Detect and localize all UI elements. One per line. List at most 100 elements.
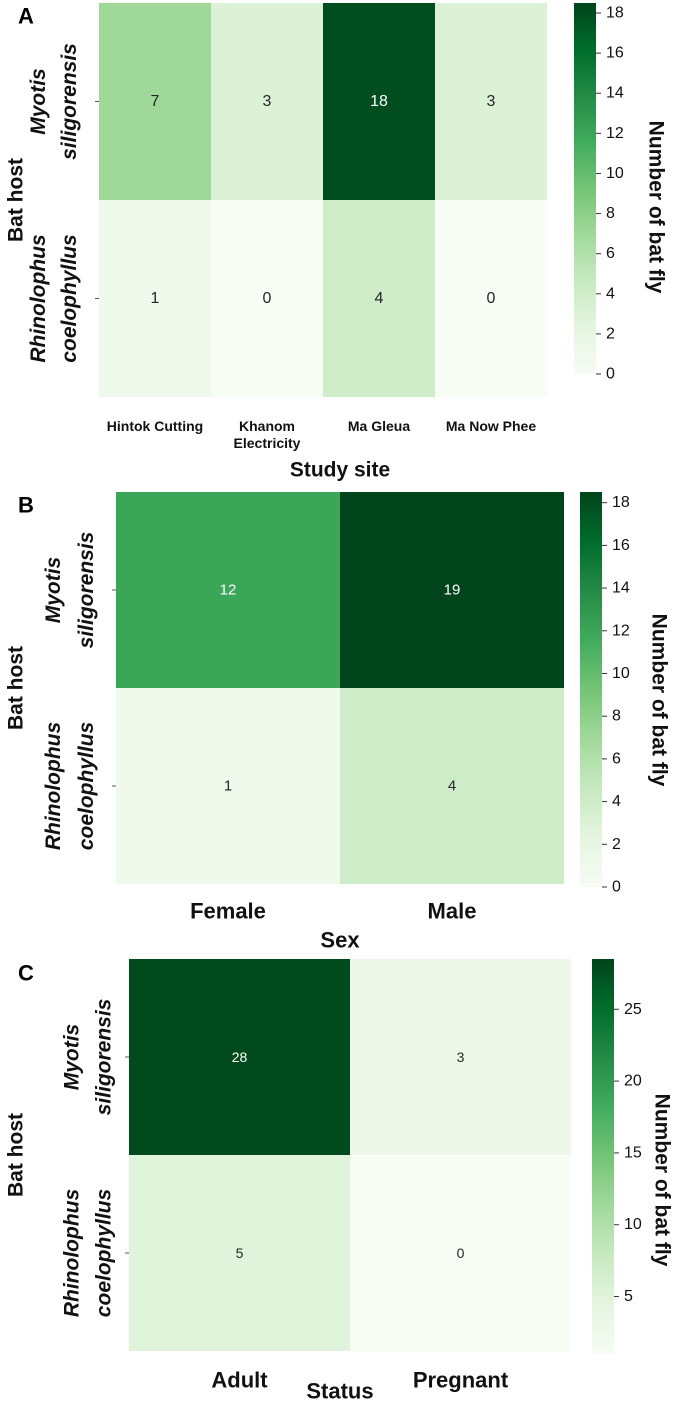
panel-letter: C xyxy=(18,961,34,986)
colorbar-tick-label: 4 xyxy=(606,285,615,302)
colorbar-tick-label: 6 xyxy=(606,245,615,262)
column-label: Adult xyxy=(211,1368,268,1393)
colorbar-tick-label: 16 xyxy=(606,45,624,62)
column-label-line: Female xyxy=(190,899,266,924)
row-label-line: Rhinolophus xyxy=(27,234,50,362)
cell-value-label: 12 xyxy=(220,582,237,599)
heatmap-cell xyxy=(340,688,564,884)
colorbar xyxy=(574,3,596,374)
cell-value-label: 0 xyxy=(457,1245,465,1261)
cell-value-label: 3 xyxy=(263,93,272,110)
cell-value-label: 1 xyxy=(151,290,160,307)
heatmap-cell xyxy=(323,200,435,397)
colorbar-tick-label: 18 xyxy=(612,494,630,511)
cell-value-label: 4 xyxy=(448,778,456,795)
colorbar-tick-label: 2 xyxy=(612,836,621,853)
colorbar xyxy=(592,959,614,1354)
row-label: Rhinolophus coelophyllus xyxy=(42,722,98,850)
row-label: Myotis siligorensis xyxy=(27,43,81,160)
x-axis-title: Status xyxy=(306,1379,373,1401)
row-label-line: Myotis xyxy=(27,68,50,135)
row-label-line: siligorensis xyxy=(58,43,81,160)
colorbar-tick-label: 16 xyxy=(612,537,630,554)
column-label-line: Ma Now Phee xyxy=(446,418,536,434)
row-label: Myotis siligorensis xyxy=(61,999,116,1116)
column-label: Male xyxy=(428,899,477,924)
colorbar-tick-label: 10 xyxy=(624,1216,642,1233)
cell-value-label: 7 xyxy=(151,93,160,110)
row-label-line: coelophyllus xyxy=(58,234,81,362)
cell-value-label: 1 xyxy=(224,778,232,795)
row-label-line: Rhinolophus xyxy=(42,722,65,850)
row-label: Rhinolophus coelophyllus xyxy=(27,234,81,362)
heatmap-cell xyxy=(350,959,571,1155)
colorbar-tick-label: 2 xyxy=(606,325,615,342)
column-label-line: Khanom xyxy=(239,418,295,434)
heatmap-cell xyxy=(116,492,340,688)
column-label: Pregnant xyxy=(413,1368,509,1393)
column-label: Hintok Cutting xyxy=(107,418,203,434)
heatmap-cell xyxy=(129,1155,350,1351)
cell-value-label: 0 xyxy=(487,290,496,307)
colorbar-title: Number of bat fly xyxy=(645,121,668,294)
colorbar-tick-label: 5 xyxy=(624,1288,633,1305)
panel-letter: A xyxy=(18,4,34,29)
cell-value-label: 5 xyxy=(236,1245,244,1261)
row-label: Rhinolophus coelophyllus xyxy=(61,1189,116,1317)
heatmap-cell xyxy=(116,688,340,884)
row-label-line: Myotis xyxy=(42,557,65,624)
row-label-line: coelophyllus xyxy=(75,722,98,850)
colorbar-tick-label: 10 xyxy=(612,665,630,682)
row-axis-label: Bat host xyxy=(5,158,28,242)
cell-value-label: 3 xyxy=(457,1049,465,1065)
heatmap-cell xyxy=(435,3,547,200)
panel-letter: B xyxy=(18,493,34,518)
colorbar-tick-label: 0 xyxy=(612,879,621,896)
heatmap-cell xyxy=(99,200,211,397)
heatmap-cell xyxy=(129,959,350,1155)
colorbar-tick-label: 6 xyxy=(612,750,621,767)
column-label-line: Pregnant xyxy=(413,1368,509,1393)
row-label: Myotis siligorensis xyxy=(42,532,98,649)
colorbar-tick-label: 0 xyxy=(606,366,615,383)
cell-value-label: 0 xyxy=(263,290,272,307)
row-axis-label: Bat host xyxy=(5,1113,28,1197)
column-label-line: Electricity xyxy=(234,435,301,451)
cell-value-label: 4 xyxy=(375,290,384,307)
row-label-line: coelophyllus xyxy=(93,1189,116,1317)
heatmap-cell xyxy=(340,492,564,688)
panel-a: A 7 3 18 3 1 0 4 0 Myotis siligorensis Rhinolophus c… xyxy=(5,3,668,482)
colorbar-tick-label: 12 xyxy=(606,125,624,142)
row-label-line: Myotis xyxy=(61,1024,84,1091)
cell-value-label: 18 xyxy=(370,93,388,110)
row-label-line: siligorensis xyxy=(93,999,116,1116)
heatmap-cell xyxy=(435,200,547,397)
row-label-line: siligorensis xyxy=(75,532,98,649)
column-label-line: Male xyxy=(428,899,477,924)
colorbar-tick-label: 14 xyxy=(606,85,624,102)
column-label: Female xyxy=(190,899,266,924)
x-axis-title: Study site xyxy=(290,459,390,482)
colorbar-tick-label: 14 xyxy=(612,580,630,597)
colorbar-tick-label: 15 xyxy=(624,1144,642,1161)
row-axis-label: Bat host xyxy=(5,646,28,730)
colorbar-tick-label: 4 xyxy=(612,793,621,810)
colorbar-title: Number of bat fly xyxy=(651,1094,674,1267)
heatmap-cell xyxy=(350,1155,571,1351)
colorbar-tick-label: 25 xyxy=(624,1001,642,1018)
heatmap-cell xyxy=(99,3,211,200)
colorbar-title: Number of bat fly xyxy=(648,614,671,787)
heatmap-cell xyxy=(323,3,435,200)
colorbar-tick-label: 8 xyxy=(606,205,615,222)
colorbar-tick-label: 8 xyxy=(612,708,621,725)
row-label-line: Rhinolophus xyxy=(61,1189,84,1317)
heatmap-cell xyxy=(211,200,323,397)
panel-c: C 28 3 5 0 Myotis siligorensis Rhinolophus coelo… xyxy=(5,959,674,1401)
column-label: Ma Now Phee xyxy=(446,418,536,434)
x-axis-title: Sex xyxy=(320,928,360,953)
cell-value-label: 3 xyxy=(487,93,496,110)
cell-value-label: 28 xyxy=(232,1049,248,1065)
column-label-line: Hintok Cutting xyxy=(107,418,203,434)
